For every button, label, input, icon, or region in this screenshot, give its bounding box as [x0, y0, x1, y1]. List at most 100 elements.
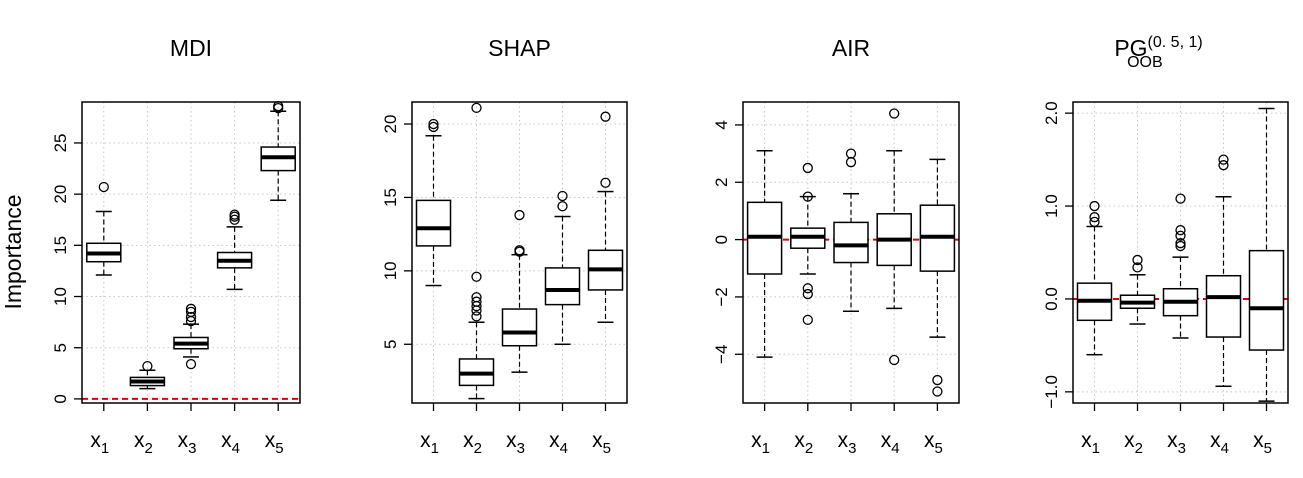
x-tick-label-subscript: 5	[1264, 440, 1272, 457]
outlier-point	[1089, 200, 1100, 212]
x-tick-label-subscript: 5	[603, 440, 611, 457]
x-tick-label: x2	[134, 429, 153, 457]
box-x1	[1076, 200, 1113, 356]
outlier-point	[1218, 160, 1229, 171]
y-tick-label: 5	[381, 340, 400, 349]
outlier-point	[514, 245, 525, 256]
x-tick-label-base: x	[1167, 429, 1178, 452]
y-tick-label: −2	[712, 287, 731, 306]
outlier-point	[471, 311, 482, 322]
y-tick-label: −1.0	[1042, 375, 1061, 409]
outlier-point	[802, 191, 813, 202]
box-iqr	[544, 267, 581, 306]
x-tick-label-base: x	[178, 429, 189, 452]
box-iqr	[1248, 249, 1285, 351]
outlier-point	[471, 271, 482, 282]
panel-title: SHAP	[488, 35, 551, 61]
x-tick-label-subscript: 3	[848, 440, 856, 457]
y-tick-label: 0.0	[1042, 287, 1061, 311]
y-tick-label: 10	[381, 261, 400, 280]
y-tick-label: 2	[712, 178, 731, 187]
outlier-point	[557, 190, 568, 202]
x-tick-label-subscript: 1	[1092, 440, 1100, 457]
box-x5	[260, 100, 296, 202]
outlier-point	[802, 162, 813, 174]
x-tick-label-base: x	[463, 429, 474, 452]
x-tick-label: x4	[549, 429, 568, 457]
outlier-point	[889, 108, 900, 119]
panel-title: MDI	[170, 35, 212, 61]
box-x2	[458, 102, 495, 400]
x-tick-label-subscript: 4	[232, 440, 240, 457]
x-tick-label-base: x	[265, 429, 276, 452]
x-tick-label-subscript: 2	[1135, 440, 1143, 457]
outlier-point	[1175, 230, 1186, 241]
x-tick-label-base: x	[420, 429, 431, 452]
y-tick-label: 1.0	[1042, 194, 1061, 218]
y-tick-label: 5	[51, 343, 70, 352]
outlier-point	[185, 306, 197, 318]
x-tick-label: x1	[420, 429, 439, 457]
x-tick-label-base: x	[506, 429, 517, 452]
y-tick-label: 15	[381, 188, 400, 207]
box-x4	[544, 190, 581, 346]
x-tick-label-subscript: 4	[560, 440, 568, 457]
outlier-point	[471, 102, 482, 114]
box-x3	[833, 148, 869, 313]
x-tick-label-subscript: 2	[144, 440, 152, 457]
x-tick-label: x4	[881, 429, 900, 457]
y-tick-label: 0	[712, 235, 731, 244]
x-tick-label: x4	[1210, 429, 1229, 457]
x-tick-label-subscript: 4	[891, 440, 899, 457]
x-tick-label: x2	[463, 429, 482, 457]
x-tick-label-subscript: 1	[101, 440, 109, 457]
box-x2	[129, 360, 166, 390]
outlier-point	[802, 288, 813, 300]
box-x2	[790, 162, 826, 326]
box-x4	[876, 108, 912, 366]
x-tick-label: x3	[506, 429, 525, 457]
outlier-point	[600, 111, 611, 122]
x-tick-label-subscript: 1	[762, 440, 770, 457]
x-tick-label-subscript: 3	[517, 440, 525, 457]
x-tick-label-base: x	[592, 429, 603, 452]
x-tick-label-subscript: 4	[1221, 440, 1229, 457]
y-tick-label: 4	[712, 120, 731, 129]
panel-title-subscript: OOB	[1127, 54, 1163, 71]
outlier-point	[428, 118, 439, 130]
x-tick-label-base: x	[794, 429, 805, 452]
outlier-point	[845, 148, 857, 159]
x-tick-label: x3	[178, 429, 197, 457]
outlier-point	[1089, 216, 1100, 227]
outlier-point	[600, 177, 611, 188]
outlier-point	[1175, 193, 1186, 204]
box-x2	[1119, 254, 1156, 325]
outlier-point	[514, 209, 525, 221]
x-tick-label: x4	[221, 429, 240, 457]
box-iqr	[501, 308, 538, 347]
box-x1	[86, 181, 122, 276]
x-tick-label-base: x	[1124, 429, 1135, 452]
x-tick-label-subscript: 3	[1178, 440, 1186, 457]
x-tick-label: x1	[90, 429, 109, 457]
outlier-point	[185, 303, 197, 314]
outlier-point	[802, 283, 813, 294]
outlier-point	[98, 181, 109, 193]
x-tick-label: x5	[924, 429, 943, 457]
x-tick-label-base: x	[134, 429, 145, 452]
outlier-point	[185, 358, 197, 370]
box-x5	[1248, 107, 1285, 402]
x-tick-label-base: x	[90, 429, 101, 452]
y-tick-label: 15	[51, 236, 70, 255]
x-tick-label: x3	[1167, 429, 1186, 457]
x-tick-label-subscript: 5	[275, 440, 283, 457]
x-tick-label-base: x	[924, 429, 935, 452]
box-iqr	[1205, 274, 1242, 338]
y-tick-label: 20	[381, 115, 400, 134]
outlier-point	[1132, 262, 1143, 273]
box-x4	[1205, 154, 1242, 388]
x-tick-label-subscript: 3	[188, 440, 196, 457]
box-x1	[415, 118, 452, 287]
